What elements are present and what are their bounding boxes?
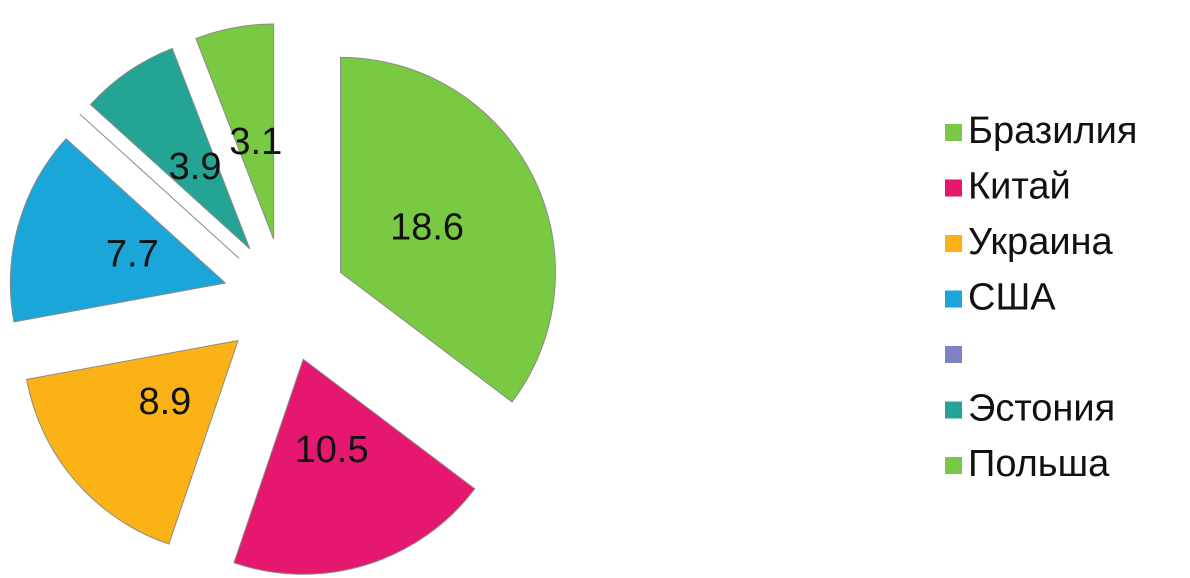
data-label: 3.9 [169, 146, 222, 188]
data-label: 7.7 [106, 234, 159, 276]
legend-label: Эстония [968, 388, 1115, 430]
legend-swatch [945, 179, 962, 197]
legend-label: Китай [968, 166, 1071, 208]
pie-slice [340, 56, 556, 403]
pie-slice [9, 137, 227, 323]
data-label: 8.9 [138, 381, 191, 423]
legend-swatch [945, 401, 962, 419]
legend-label: Бразилия [968, 110, 1137, 152]
legend-swatch [945, 124, 962, 141]
data-label: 3.1 [229, 121, 282, 163]
legend-swatch [945, 290, 962, 308]
legend-swatch [945, 235, 962, 252]
pie-slice [233, 358, 476, 575]
data-label: 10.5 [295, 429, 369, 471]
data-label: 18.6 [390, 206, 464, 248]
legend-label: США [968, 277, 1056, 319]
legend-label: Украина [968, 221, 1114, 263]
pie-slice [26, 339, 239, 545]
pie-slice [89, 47, 251, 250]
legend-swatch [945, 346, 962, 363]
legend-swatch [945, 457, 962, 474]
legend-label: Польша [968, 443, 1110, 485]
pie-slice [195, 23, 275, 240]
